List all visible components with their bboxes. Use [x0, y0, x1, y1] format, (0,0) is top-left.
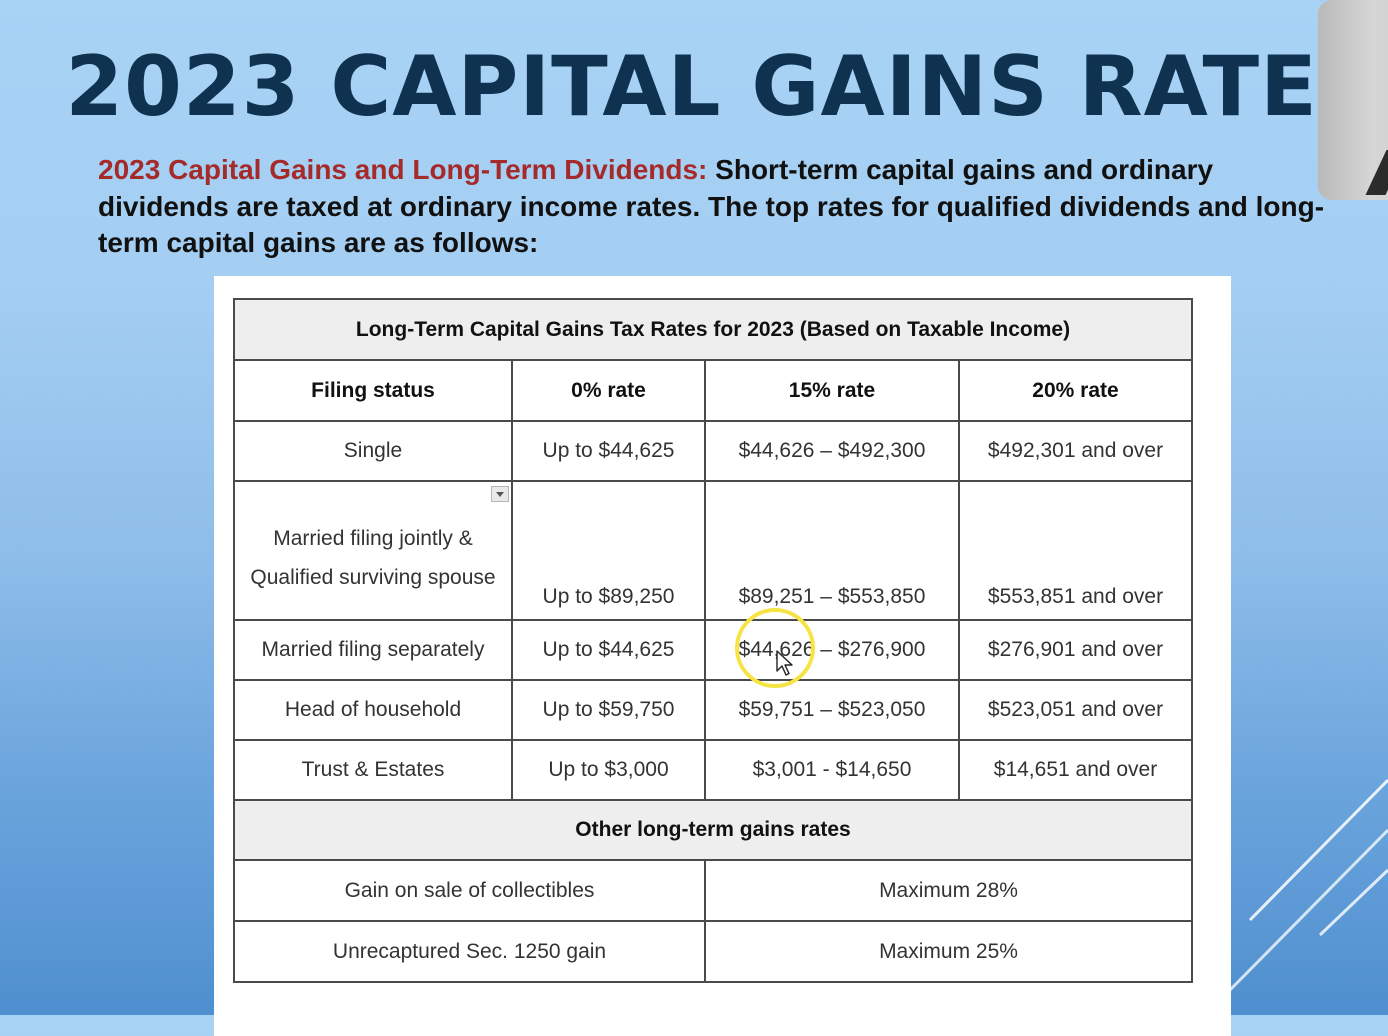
filing-status-cell: Trust & Estates	[233, 739, 513, 801]
rate-cell: $89,251 – $553,850	[704, 480, 960, 621]
other-gain-rate-cell: Maximum 25%	[704, 920, 1193, 983]
intro-paragraph: 2023 Capital Gains and Long-Term Dividen…	[98, 152, 1338, 262]
mouse-pointer-icon	[776, 650, 793, 676]
table-row: Single Up to $44,625 $44,626 – $492,300 …	[233, 420, 1193, 482]
rate-cell: Up to $3,000	[511, 739, 706, 801]
table-row: Gain on sale of collectibles Maximum 28%	[233, 859, 1193, 922]
table-row: Married filing separately Up to $44,625 …	[233, 619, 1193, 681]
dropdown-icon[interactable]	[491, 486, 509, 502]
rate-cell: Up to $59,750	[511, 679, 706, 741]
intro-label: 2023 Capital Gains and Long-Term Dividen…	[98, 154, 708, 185]
filing-status-cell: Head of household	[233, 679, 513, 741]
rate-cell: $523,051 and over	[958, 679, 1193, 741]
other-caption-row: Other long-term gains rates	[233, 799, 1193, 861]
other-gain-rate-cell: Maximum 28%	[704, 859, 1193, 922]
filing-status-cell: Single	[233, 420, 513, 482]
slide-title: 2023 CAPITAL GAINS RATES	[65, 38, 1379, 135]
filing-status-text: Married filing jointly & Qualified survi…	[250, 526, 496, 589]
header-20-rate: 20% rate	[958, 359, 1193, 422]
rate-cell: $492,301 and over	[958, 420, 1193, 482]
capital-gains-table: Long-Term Capital Gains Tax Rates for 20…	[233, 298, 1193, 983]
header-0-rate: 0% rate	[511, 359, 706, 422]
rate-cell: $276,901 and over	[958, 619, 1193, 681]
other-gain-type-cell: Gain on sale of collectibles	[233, 859, 706, 922]
table-header-row: Filing status 0% rate 15% rate 20% rate	[233, 359, 1193, 422]
intro-text: Short-term capital gains and ordinary di…	[98, 154, 1325, 258]
header-filing-status: Filing status	[233, 359, 513, 422]
rate-cell: $44,626 – $492,300	[704, 420, 960, 482]
other-rates-caption: Other long-term gains rates	[233, 799, 1193, 861]
decorative-lines	[1228, 778, 1388, 992]
rate-cell: Up to $44,625	[511, 619, 706, 681]
other-gain-type-cell: Unrecaptured Sec. 1250 gain	[233, 920, 706, 983]
rate-cell: $3,001 - $14,650	[704, 739, 960, 801]
table-row: Unrecaptured Sec. 1250 gain Maximum 25%	[233, 920, 1193, 983]
table-row: Trust & Estates Up to $3,000 $3,001 - $1…	[233, 739, 1193, 801]
table-caption: Long-Term Capital Gains Tax Rates for 20…	[233, 298, 1193, 361]
rate-cell: $59,751 – $523,050	[704, 679, 960, 741]
webcam-overlay	[1318, 0, 1388, 200]
rates-table-panel: Long-Term Capital Gains Tax Rates for 20…	[214, 276, 1231, 1036]
table-row: Head of household Up to $59,750 $59,751 …	[233, 679, 1193, 741]
rate-cell: Up to $89,250	[511, 480, 706, 621]
rate-cell: Up to $44,625	[511, 420, 706, 482]
cursor-highlight-ring	[735, 608, 815, 688]
header-15-rate: 15% rate	[704, 359, 960, 422]
table-caption-row: Long-Term Capital Gains Tax Rates for 20…	[233, 298, 1193, 361]
table-row: Married filing jointly & Qualified survi…	[233, 480, 1193, 621]
rate-cell: $553,851 and over	[958, 480, 1193, 621]
rate-cell: $14,651 and over	[958, 739, 1193, 801]
filing-status-cell: Married filing jointly & Qualified survi…	[233, 480, 513, 621]
filing-status-cell: Married filing separately	[233, 619, 513, 681]
